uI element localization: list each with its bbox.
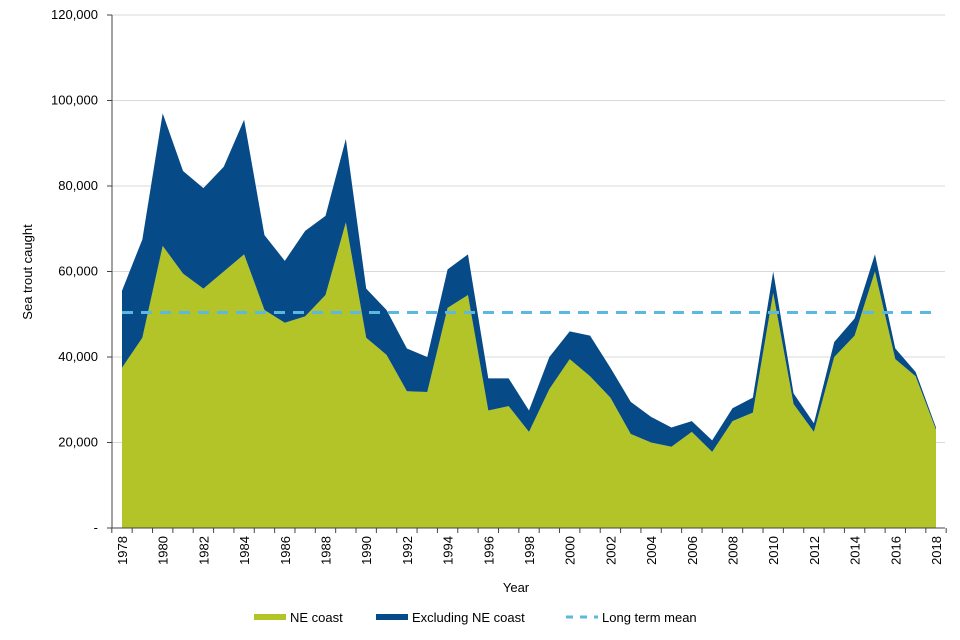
axes: - 20,000 40,000 60,000 80,000 100,000 120,000 1… bbox=[51, 7, 947, 565]
x-tick-label: 1980 bbox=[156, 536, 171, 565]
area-excluding-ne-coast bbox=[122, 113, 936, 452]
x-tick-label: 1998 bbox=[522, 536, 537, 565]
y-tick-label: 40,000 bbox=[58, 349, 98, 364]
x-tick-label: 2018 bbox=[929, 536, 944, 565]
x-tick-label: 2008 bbox=[726, 536, 741, 565]
legend-label: Long term mean bbox=[602, 610, 697, 625]
legend-item: Excluding NE coast bbox=[376, 610, 525, 625]
x-tick-label: 2012 bbox=[807, 536, 822, 565]
y-tick-label: 100,000 bbox=[51, 93, 98, 108]
y-tick-label: 80,000 bbox=[58, 178, 98, 193]
x-tick-label: 1986 bbox=[278, 536, 293, 565]
x-tick-label: 1996 bbox=[481, 536, 496, 565]
legend-item: NE coast bbox=[254, 610, 343, 625]
legend-item: Long term mean bbox=[566, 610, 697, 625]
x-tick-label: 1990 bbox=[359, 536, 374, 565]
x-axis-title: Year bbox=[503, 580, 530, 595]
x-tick-label: 2004 bbox=[644, 536, 659, 565]
y-tick-label: - bbox=[94, 520, 98, 535]
legend-label: NE coast bbox=[290, 610, 343, 625]
x-tick-label: 1992 bbox=[400, 536, 415, 565]
y-tick-label: 20,000 bbox=[58, 435, 98, 450]
area-ne-coast bbox=[122, 222, 936, 528]
x-tick-label: 1984 bbox=[237, 536, 252, 565]
y-tick-label: 120,000 bbox=[51, 7, 98, 22]
legend-label: Excluding NE coast bbox=[412, 610, 525, 625]
x-tick-label: 2016 bbox=[888, 536, 903, 565]
legend-swatch bbox=[376, 614, 408, 620]
x-tick-label: 2014 bbox=[848, 536, 863, 565]
x-tick-label: 2002 bbox=[603, 536, 618, 565]
x-tick-label: 1988 bbox=[319, 536, 334, 565]
legend-swatch bbox=[254, 614, 286, 620]
x-tick-label: 2010 bbox=[766, 536, 781, 565]
y-axis-title: Sea trout caught bbox=[20, 224, 35, 320]
areas bbox=[122, 113, 936, 528]
x-tick-label: 2000 bbox=[563, 536, 578, 565]
x-tick-label: 1994 bbox=[441, 536, 456, 565]
legend: NE coast Excluding NE coast Long term mean bbox=[254, 610, 697, 625]
y-tick-label: 60,000 bbox=[58, 264, 98, 279]
x-tick-label: 2006 bbox=[685, 536, 700, 565]
x-tick-label: 1978 bbox=[115, 536, 130, 565]
x-tick-label: 1982 bbox=[196, 536, 211, 565]
